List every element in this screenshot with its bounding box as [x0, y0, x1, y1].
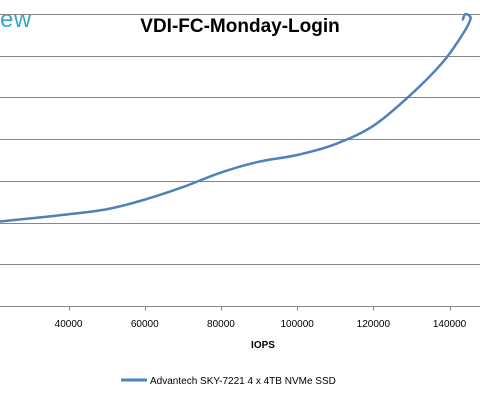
gridlines	[0, 14, 480, 265]
series-layer	[0, 12, 472, 223]
x-tick-label-5: 140000	[433, 319, 467, 330]
x-tick-label-4: 120000	[357, 319, 391, 330]
x-ticks: 40000 60000 80000 100000 120000 140000	[55, 306, 467, 330]
x-axis-label: IOPS	[251, 340, 275, 351]
x-tick-label-1: 60000	[131, 319, 159, 330]
x-tick-label-0: 40000	[55, 319, 83, 330]
legend: Advantech SKY-7221 4 x 4TB NVMe SSD	[121, 376, 336, 387]
series-line-0	[0, 12, 472, 223]
brand-logo-text: ew	[0, 6, 32, 33]
x-tick-label-2: 80000	[207, 319, 235, 330]
chart-title: VDI-FC-Monday-Login	[140, 16, 339, 37]
legend-label: Advantech SKY-7221 4 x 4TB NVMe SSD	[150, 376, 336, 387]
x-tick-label-3: 100000	[280, 319, 314, 330]
